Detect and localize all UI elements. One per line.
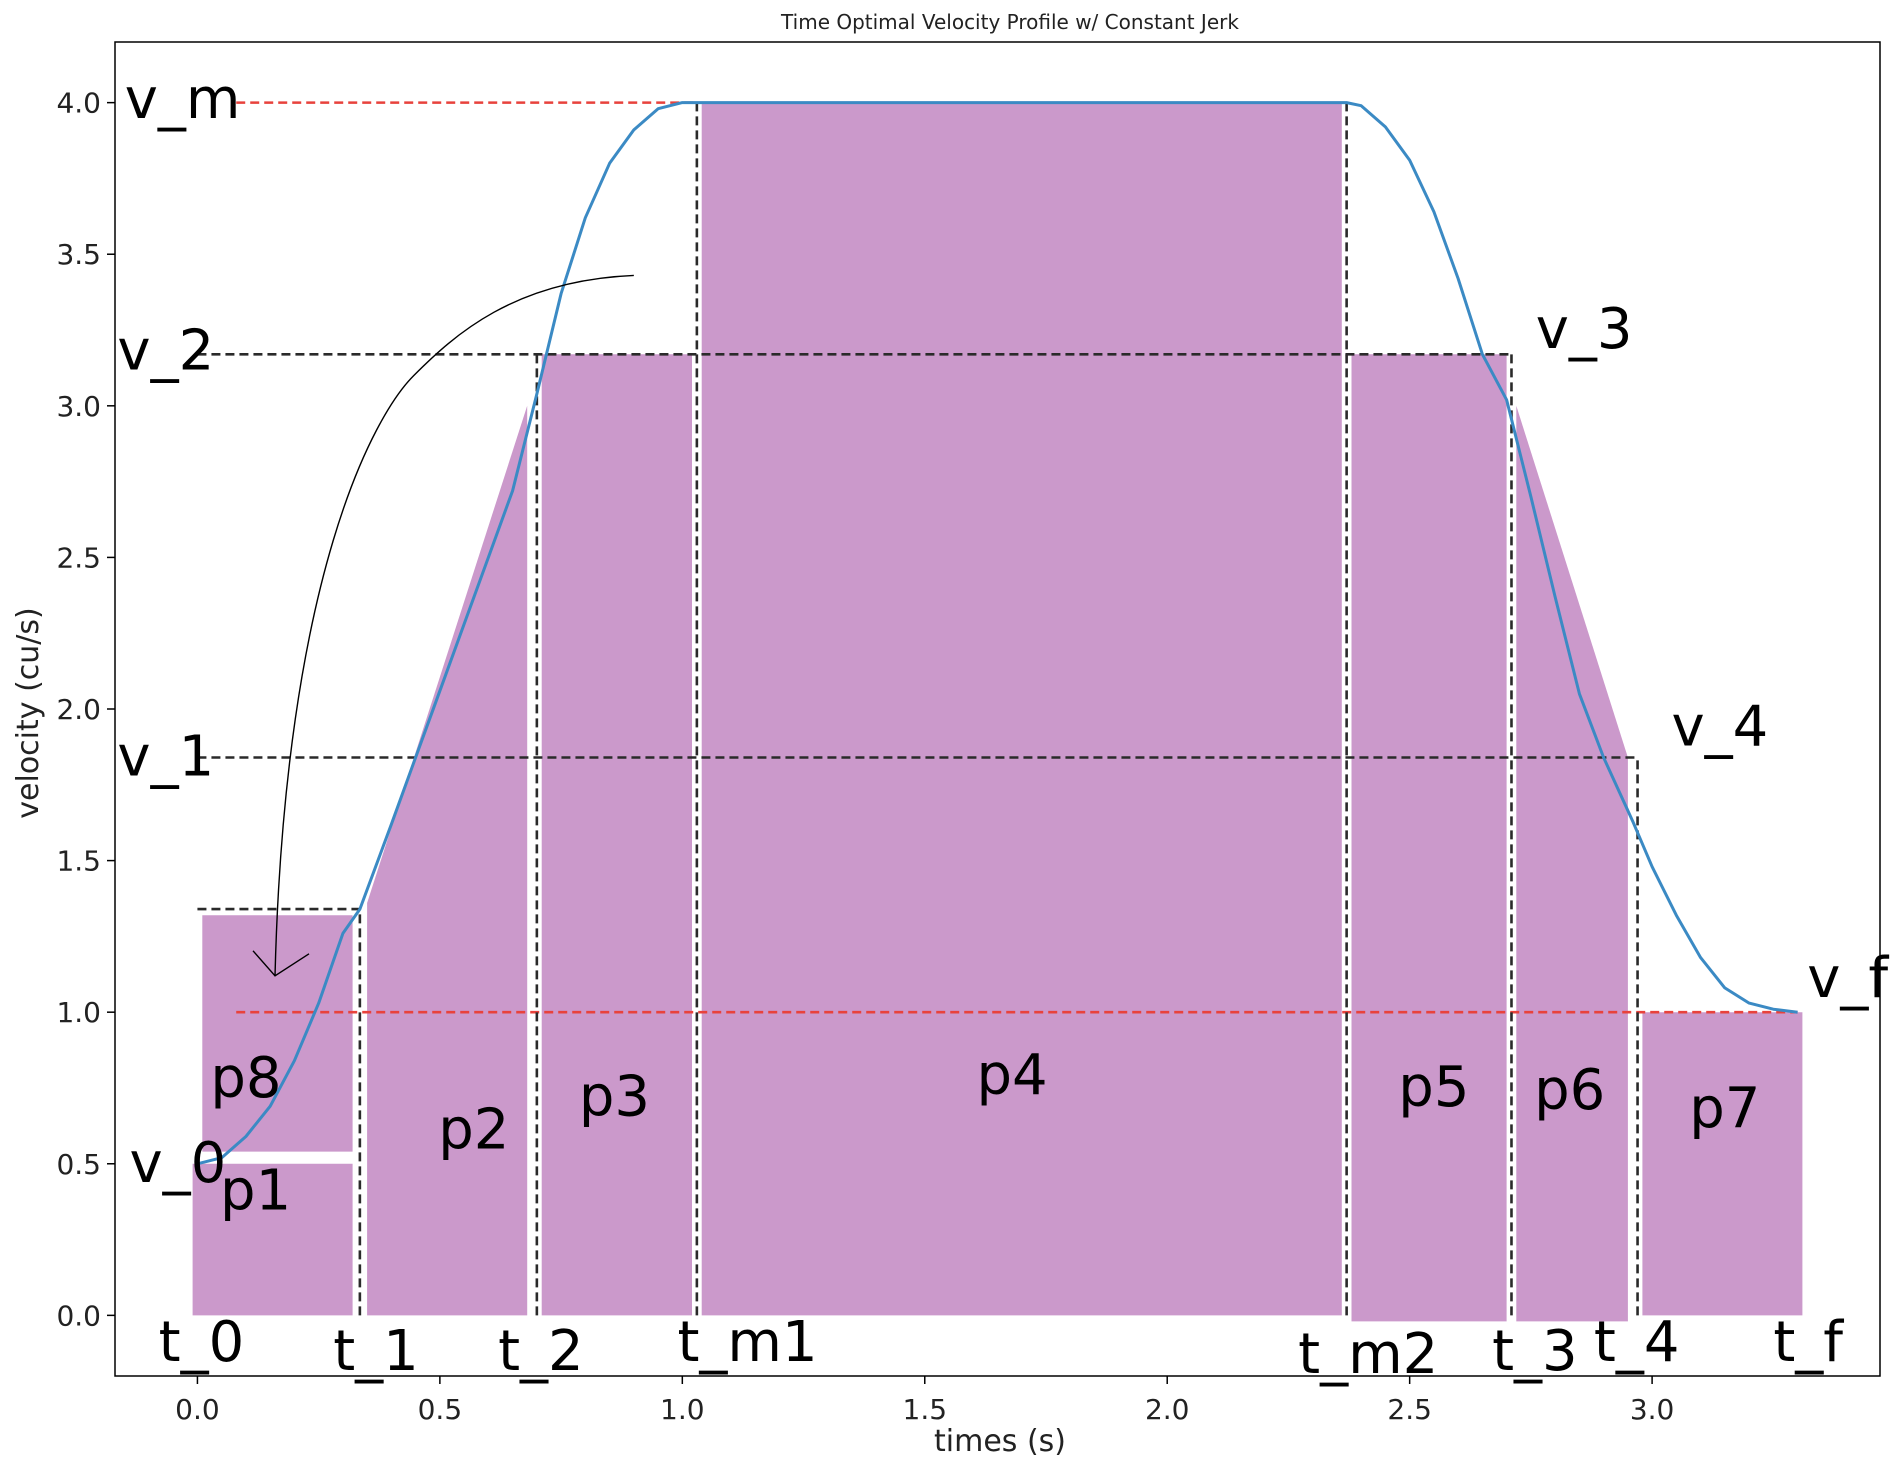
y-tick-label: 4.0 <box>56 87 101 120</box>
annotation-arrow <box>274 274 634 976</box>
region-label-p7: p7 <box>1689 1076 1760 1141</box>
y-tick-label: 2.0 <box>56 693 101 726</box>
y-tick-label: 3.5 <box>56 238 101 271</box>
region-p7 <box>1642 1012 1803 1316</box>
x-tick-label: 0.0 <box>175 1393 220 1426</box>
annotation-v-0: v_0 <box>130 1131 227 1196</box>
velocity-curve-0 <box>197 101 1798 1166</box>
region-label-p2: p2 <box>438 1098 509 1163</box>
annotation-v-4: v_4 <box>1671 694 1768 759</box>
region-label-p5: p5 <box>1398 1055 1469 1120</box>
annotation-v-3: v_3 <box>1536 297 1633 362</box>
region-label-p8: p8 <box>210 1046 281 1111</box>
y-axis-ticks: 0.0 0.5 1.0 1.5 2.0 2.5 3.0 3.5 4.0 <box>56 87 115 1332</box>
annotation-t-f: t_f <box>1773 1310 1844 1375</box>
region-p2 <box>367 405 528 1316</box>
annotation-arrow-layer <box>252 274 634 977</box>
annotation-arrow-head <box>252 950 310 977</box>
annotation-t-2: t_2 <box>498 1319 584 1384</box>
x-axis-label: times (s) <box>934 1424 1066 1459</box>
annotation-v-1: v_1 <box>117 725 214 790</box>
annotation-t-3: t_3 <box>1492 1319 1578 1384</box>
x-tick-label: 1.5 <box>903 1393 948 1426</box>
chart-title: Time Optimal Velocity Profile w/ Constan… <box>780 10 1239 34</box>
regions-layer <box>192 102 1803 1322</box>
x-tick-label: 2.5 <box>1387 1393 1432 1426</box>
region-p8 <box>202 915 353 1152</box>
x-axis-ticks: 0.0 0.5 1.0 1.5 2.0 2.5 3.0 <box>175 1376 1674 1426</box>
y-tick-label: 0.0 <box>56 1299 101 1332</box>
y-tick-label: 1.5 <box>56 845 101 878</box>
velocity-curve-layer <box>197 101 1798 1166</box>
annotation-v-2: v_2 <box>117 318 214 383</box>
region-label-p6: p6 <box>1534 1058 1605 1123</box>
region-p1 <box>192 1163 353 1316</box>
reference-lines <box>197 101 1798 1316</box>
region-p5 <box>1351 354 1507 1322</box>
y-tick-label: 2.5 <box>56 541 101 574</box>
annotation-v-f: v_f <box>1807 946 1889 1011</box>
annotation-t-m2: t_m2 <box>1298 1322 1438 1387</box>
region-label-p4: p4 <box>976 1043 1047 1108</box>
annotation-t-0: t_0 <box>159 1310 245 1375</box>
annotation-t-4: t_4 <box>1594 1310 1680 1375</box>
region-p3 <box>541 354 692 1316</box>
region-p4 <box>701 102 1342 1316</box>
y-tick-label: 3.0 <box>56 390 101 423</box>
y-tick-label: 0.5 <box>56 1148 101 1181</box>
annotation-labels: p1 p8 p2 p3 p4 p5 p6 p7 v_m v_2 v_1 v_0 v_3 v_4 v_f t_0… <box>117 67 1889 1387</box>
region-label-p1: p1 <box>220 1158 291 1223</box>
annotation-t-1: t_1 <box>333 1319 419 1384</box>
x-tick-label: 0.5 <box>418 1393 463 1426</box>
x-tick-label: 2.0 <box>1145 1393 1190 1426</box>
region-label-p3: p3 <box>579 1064 650 1129</box>
annotation-t-m1: t_m1 <box>677 1310 817 1375</box>
x-tick-label: 1.0 <box>660 1393 705 1426</box>
y-tick-label: 1.0 <box>56 996 101 1029</box>
x-tick-label: 3.0 <box>1630 1393 1675 1426</box>
region-p6 <box>1516 405 1628 1322</box>
annotation-v-m: v_m <box>125 67 241 132</box>
y-axis-label: velocity (cu/s) <box>11 607 46 818</box>
